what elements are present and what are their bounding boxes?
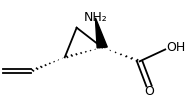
Text: OH: OH bbox=[166, 41, 185, 54]
Text: NH₂: NH₂ bbox=[84, 11, 107, 24]
Polygon shape bbox=[95, 18, 107, 48]
Text: O: O bbox=[144, 86, 154, 98]
